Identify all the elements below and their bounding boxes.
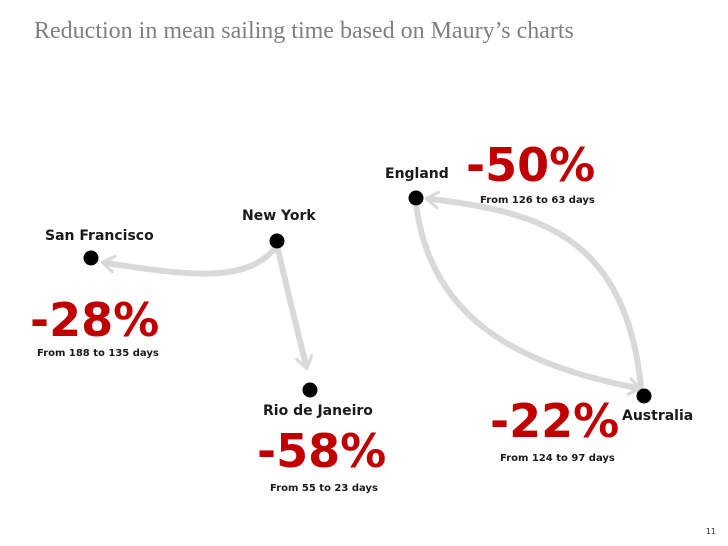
arrow-england-to-australia <box>413 200 643 396</box>
city-label-australia: Australia <box>622 408 694 424</box>
city-label-new-york: New York <box>242 208 316 224</box>
city-label-san-francisco: San Francisco <box>45 228 154 244</box>
arrow-new-york-to-san-francisco <box>100 242 280 277</box>
page-number: 11 <box>705 527 716 536</box>
detail-australia: From 124 to 97 days <box>500 453 615 464</box>
pct-san-francisco: -28% <box>30 293 160 347</box>
arrow-new-york-to-rio <box>274 242 314 371</box>
detail-san-francisco: From 188 to 135 days <box>37 348 159 359</box>
dot-australia <box>636 388 652 404</box>
pct-rio: -58% <box>257 424 387 478</box>
dot-england <box>408 190 424 206</box>
pct-australia: -22% <box>490 394 620 448</box>
city-label-rio: Rio de Janeiro <box>263 403 373 419</box>
dot-rio <box>302 382 318 398</box>
dot-new-york <box>269 233 285 249</box>
slide-title: Reduction in mean sailing time based on … <box>34 18 574 44</box>
city-label-england: England <box>385 166 449 182</box>
arrow-australia-to-england <box>424 190 644 389</box>
detail-rio: From 55 to 23 days <box>270 483 378 494</box>
detail-england: From 126 to 63 days <box>480 195 595 206</box>
dot-san-francisco <box>83 250 99 266</box>
pct-england: -50% <box>466 138 596 192</box>
